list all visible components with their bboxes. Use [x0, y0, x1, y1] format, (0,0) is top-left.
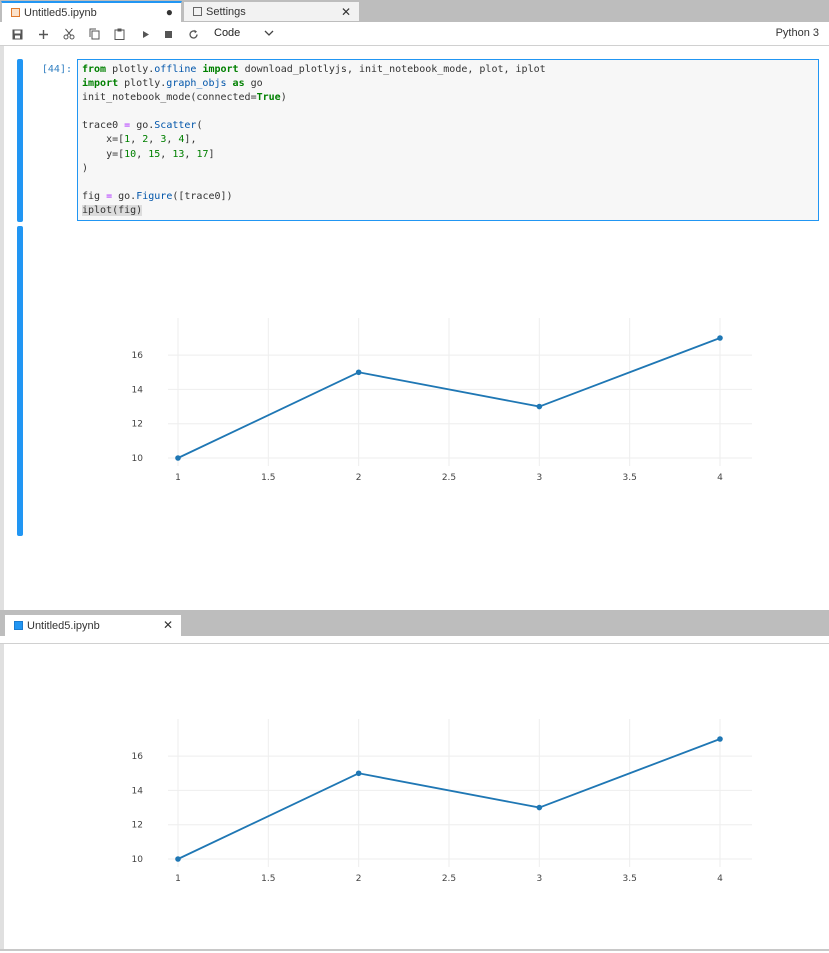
stop-icon[interactable] [160, 26, 176, 42]
input-collapser[interactable] [17, 59, 23, 222]
tab-notebook[interactable]: Untitled5.ipynb ● [1, 1, 182, 22]
x-tick-label: 2 [356, 473, 362, 483]
series-line [177, 337, 721, 459]
restart-icon[interactable] [185, 26, 201, 42]
chevron-down-icon[interactable] [264, 28, 274, 40]
tab-bar: Untitled5.ipynb ● Settings ✕ [0, 0, 829, 22]
divider [0, 643, 829, 644]
code-line: init_notebook_mode(connected=True) [82, 92, 287, 104]
unsaved-dot-icon[interactable]: ● [165, 5, 173, 19]
run-icon[interactable] [137, 26, 153, 42]
x-tick-label: 4 [717, 874, 723, 884]
y-tick-label: 12 [132, 420, 143, 430]
left-gutter [0, 644, 4, 949]
data-point [536, 403, 543, 410]
data-point [175, 455, 181, 461]
input-prompt: [44]: [41, 64, 72, 75]
code-line: trace0 = go.Scatter( [82, 120, 203, 132]
y-tick-label: 10 [132, 855, 144, 865]
kernel-name[interactable]: Python 3 [775, 27, 819, 39]
code-text: from plotly.offline import download_plot… [82, 63, 546, 218]
save-icon[interactable] [9, 26, 25, 42]
close-icon[interactable]: ✕ [162, 618, 173, 632]
x-tick-label: 3 [536, 473, 542, 483]
code-line: from plotly.offline import download_plot… [82, 64, 546, 75]
data-point [355, 770, 362, 777]
output-collapser[interactable] [17, 226, 23, 536]
tab-label: Untitled5.ipynb [27, 619, 100, 632]
tab-label: Untitled5.ipynb [24, 6, 97, 19]
data-point [717, 335, 723, 341]
code-line: iplot(fig) [82, 204, 143, 216]
code-line: x=[1, 2, 3, 4], [82, 134, 197, 146]
settings-icon [193, 7, 202, 16]
x-tick-label: 2 [356, 874, 362, 884]
y-tick-label: 12 [132, 821, 143, 831]
add-icon[interactable] [35, 26, 51, 42]
x-tick-label: 2.5 [442, 473, 456, 483]
x-tick-label: 1 [175, 473, 181, 483]
x-tick-label: 1 [175, 874, 181, 884]
data-point [355, 369, 362, 376]
series-line [177, 738, 721, 860]
data-point [717, 736, 723, 742]
x-tick-label: 2.5 [442, 874, 456, 884]
notebook-toolbar: Code Python 3 [0, 22, 829, 46]
x-tick-label: 3 [536, 874, 542, 884]
y-tick-label: 14 [132, 385, 144, 395]
code-line: y=[10, 15, 13, 17] [82, 148, 215, 160]
tab-label: Settings [206, 5, 246, 18]
tab-settings[interactable]: Settings ✕ [183, 1, 360, 22]
x-tick-label: 4 [717, 473, 723, 483]
y-tick-label: 14 [132, 786, 144, 796]
notebook-icon [11, 8, 20, 17]
code-line: import plotly.graph_objs as go [82, 78, 263, 90]
x-tick-label: 1.5 [261, 874, 275, 884]
cell-type-value: Code [214, 27, 241, 39]
code-line: ) [82, 162, 89, 174]
y-tick-label: 10 [132, 454, 144, 464]
console-icon [14, 621, 23, 630]
x-tick-label: 3.5 [623, 473, 637, 483]
line-chart[interactable]: 1 1.5 2 2.5 3 3.5 4 10 12 14 16 [110, 719, 770, 891]
tab-console[interactable]: Untitled5.ipynb ✕ [4, 615, 182, 636]
x-tick-label: 1.5 [261, 473, 275, 483]
x-tick-label: 3.5 [623, 874, 637, 884]
cut-icon[interactable] [61, 26, 77, 42]
copy-icon[interactable] [86, 26, 102, 42]
data-point [175, 856, 181, 862]
cell-type-select[interactable]: Code [214, 27, 240, 39]
data-point [536, 804, 543, 811]
code-editor[interactable]: from plotly.offline import download_plot… [77, 59, 819, 221]
close-icon[interactable]: ✕ [340, 5, 351, 19]
line-chart[interactable]: 1 1.5 2 2.5 3 3.5 4 10 12 14 16 [110, 318, 770, 490]
paste-icon[interactable] [111, 26, 127, 42]
y-tick-label: 16 [132, 351, 144, 361]
tab-bar: Untitled5.ipynb ✕ [0, 610, 829, 636]
code-line: fig = go.Figure([trace0]) [82, 190, 233, 202]
left-gutter [0, 46, 4, 610]
y-tick-label: 16 [132, 752, 144, 762]
divider [0, 949, 829, 951]
